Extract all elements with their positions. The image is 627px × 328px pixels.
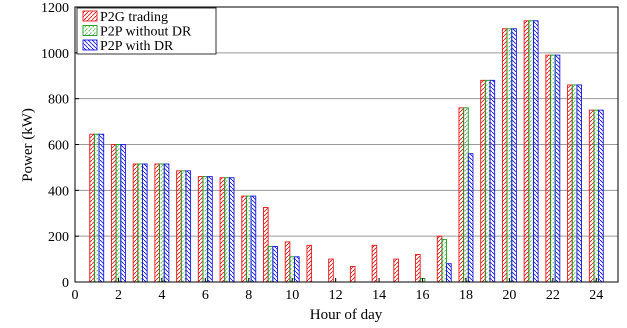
bar-series2-hour-21 [533, 20, 539, 283]
bar-series1-hour-22 [550, 54, 556, 283]
bar-series1-hour-21 [528, 20, 534, 283]
x-tick-label-6: 12 [329, 288, 343, 303]
y-tick-label-2: 400 [48, 184, 69, 199]
legend-label-2: P2P with DR [100, 39, 174, 54]
bar-series0-hour-14 [371, 244, 378, 283]
x-tick-label-8: 16 [416, 288, 430, 303]
legend-swatch-2 [82, 39, 98, 51]
bar-series1-hour-9 [267, 246, 274, 283]
bar-series2-hour-24 [598, 109, 604, 283]
bar-series1-hour-23 [571, 84, 578, 283]
y-tick-label-6: 1200 [41, 1, 69, 16]
bar-series1-hour-2 [115, 144, 122, 283]
x-tick-label-9: 18 [459, 288, 473, 303]
bar-series2-hour-7 [228, 177, 235, 283]
x-tick-label-0: 0 [72, 288, 79, 303]
bar-series0-hour-15 [393, 258, 399, 283]
bar-series0-hour-1 [89, 133, 95, 283]
bar-series2-hour-5 [185, 170, 192, 283]
bar-series0-hour-5 [176, 170, 182, 283]
bar-series0-hour-3 [132, 163, 139, 283]
legend-label-1: P2P without DR [100, 25, 192, 40]
bar-series2-hour-6 [207, 176, 213, 283]
axis-ticks: 0 2 4 6 8 10 12 14 16 18 20 22 240200400600800100012… [41, 1, 603, 303]
bar-series1-hour-1 [93, 133, 100, 283]
bar-series0-hour-2 [110, 144, 117, 283]
x-tick-label-12: 24 [589, 288, 603, 303]
x-tick-label-7: 14 [372, 288, 386, 303]
bar-series2-hour-2 [120, 144, 126, 283]
bar-series0-hour-16 [415, 254, 421, 283]
x-axis-label: Hour of day [310, 307, 383, 323]
bar-series1-hour-6 [202, 176, 209, 283]
x-tick-label-4: 8 [245, 288, 252, 303]
bar-series2-hour-20 [511, 28, 517, 283]
bar-series0-hour-4 [154, 163, 161, 283]
bar-series2-hour-18 [467, 153, 474, 283]
bar-series1-hour-20 [506, 28, 513, 283]
bar-series2-hour-19 [489, 79, 496, 283]
bar-series2-hour-23 [576, 84, 583, 283]
bar-series2-hour-4 [163, 163, 170, 283]
bar-series1-hour-3 [137, 163, 143, 283]
bar-series0-hour-11 [306, 244, 313, 283]
bar-series2-hour-8 [250, 195, 257, 283]
bar-series0-hour-18 [458, 107, 465, 283]
x-tick-label-10: 20 [502, 288, 516, 303]
bar-series0-hour-20 [501, 28, 508, 283]
legend-swatch-1 [82, 25, 98, 36]
bar-series0-hour-6 [197, 176, 204, 283]
bar-series1-hour-4 [159, 163, 165, 283]
x-tick-label-1: 2 [115, 288, 122, 303]
bar-series0-hour-24 [588, 109, 595, 283]
y-tick-label-1: 200 [48, 230, 69, 245]
bar-series2-hour-3 [142, 163, 148, 283]
bar-series0-hour-9 [263, 207, 269, 283]
y-tick-label-5: 1000 [41, 47, 69, 62]
bar-series2-hour-10 [294, 256, 300, 283]
bar-series1-hour-8 [245, 195, 252, 283]
bar-series0-hour-7 [219, 177, 226, 283]
bar-series0-hour-17 [436, 235, 443, 283]
bar-series0-hour-8 [241, 195, 247, 283]
bar-series1-hour-24 [593, 109, 600, 283]
bar-series1-hour-17 [441, 239, 448, 283]
bar-series1-hour-18 [463, 107, 469, 283]
bar-series1-hour-19 [484, 79, 491, 283]
bar-series2-hour-17 [446, 263, 452, 283]
bar-series0-hour-13 [349, 265, 356, 283]
x-tick-label-2: 4 [158, 288, 165, 303]
bar-series0-hour-21 [523, 20, 530, 283]
bar-series0-hour-19 [480, 79, 486, 283]
legend-box [76, 7, 217, 55]
bar-series2-hour-22 [554, 54, 561, 283]
bar-series2-hour-9 [272, 246, 278, 283]
legend-swatch-0 [82, 10, 98, 22]
bar-series0-hour-12 [328, 258, 334, 283]
bar-series2-hour-1 [98, 133, 105, 283]
y-tick-label-4: 800 [48, 93, 69, 108]
bar-series0-hour-10 [284, 241, 291, 283]
x-tick-label-5: 10 [285, 288, 299, 303]
bar-series0-hour-22 [545, 54, 551, 283]
bar-series0-hour-23 [567, 84, 573, 283]
bar-series1-hour-5 [180, 170, 187, 283]
y-tick-label-0: 0 [62, 276, 69, 291]
x-tick-label-11: 22 [546, 288, 560, 303]
legend-label-0: P2G trading [100, 10, 168, 25]
y-tick-label-3: 600 [48, 139, 69, 154]
x-tick-label-3: 6 [202, 288, 209, 303]
bar-series1-hour-7 [224, 177, 230, 283]
y-axis-label: Power (kW) [20, 108, 36, 182]
